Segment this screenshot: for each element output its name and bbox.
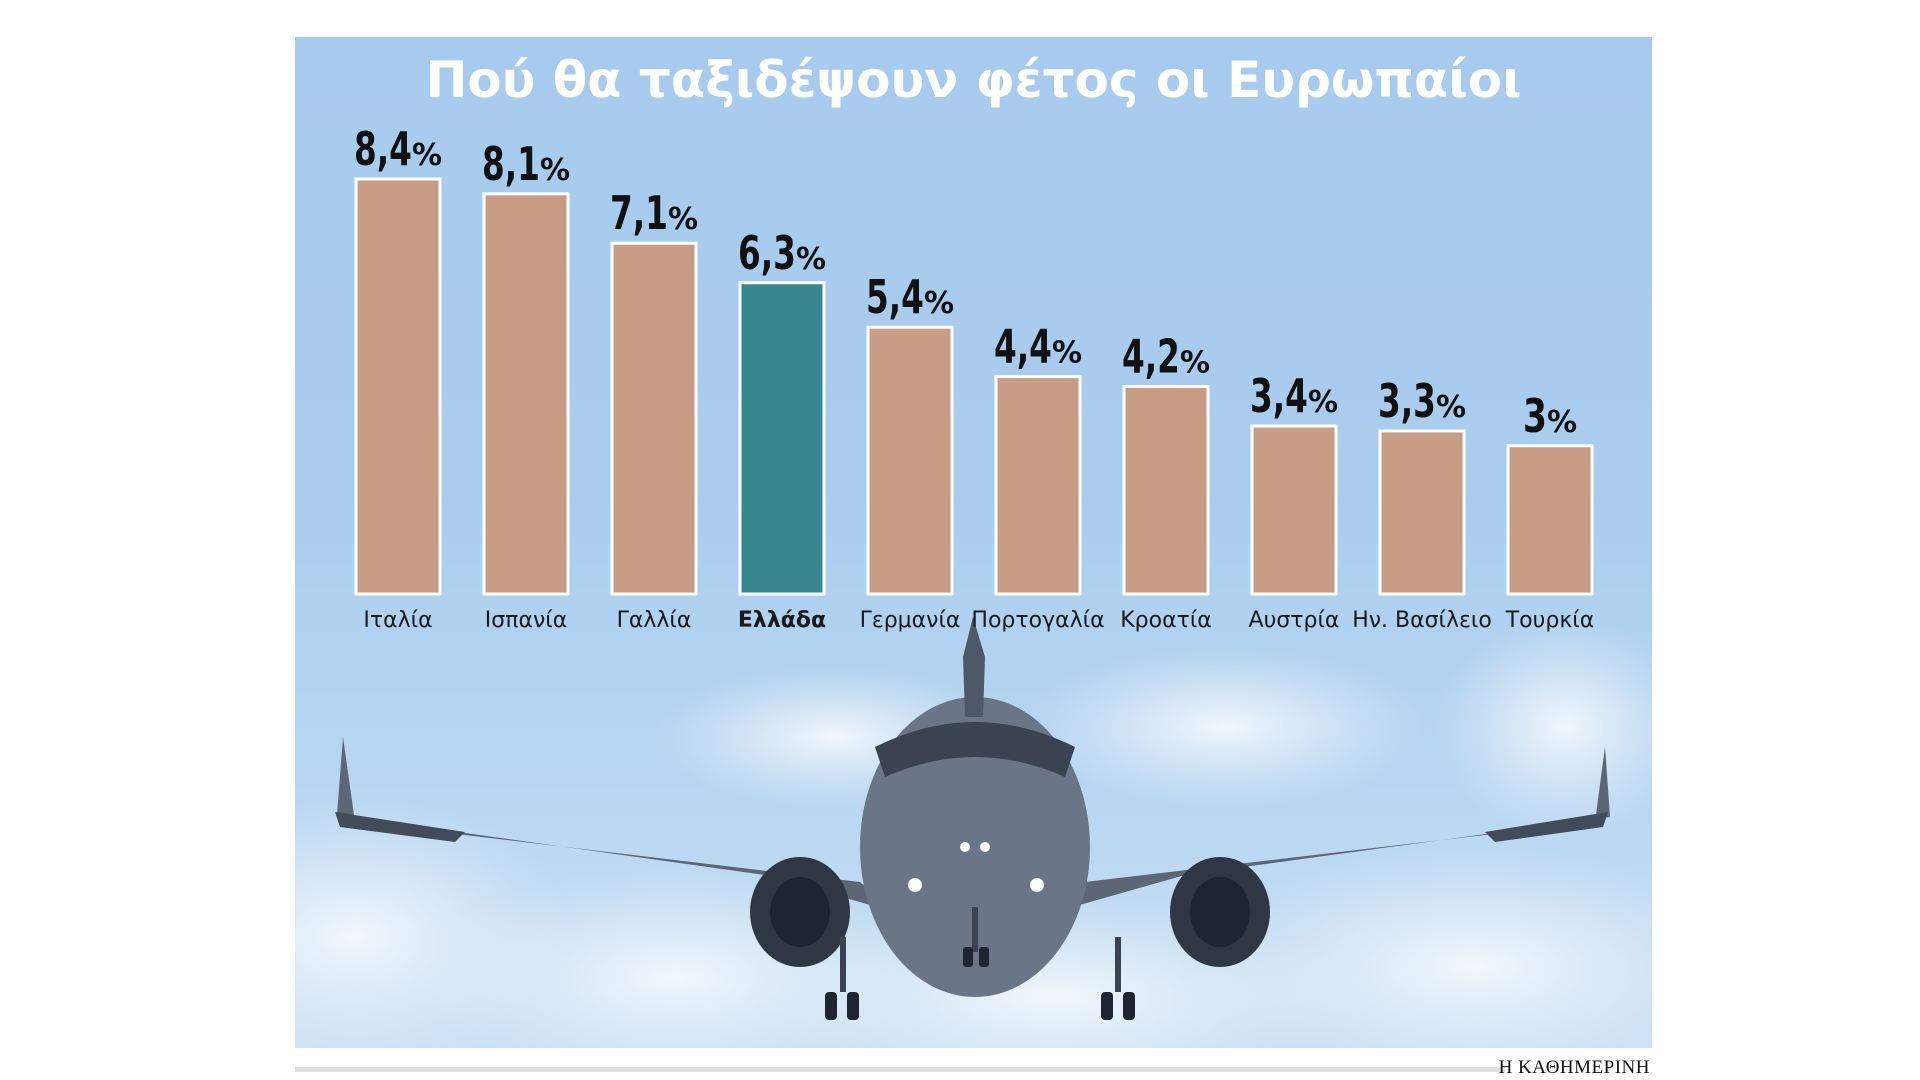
- value-label-9: 3,3%: [1378, 374, 1466, 428]
- chart-title: Πού θα ταξιδέψουν φέτος οι Ευρωπαίοι: [425, 51, 1522, 109]
- value-label-6: 4,4%: [994, 320, 1082, 374]
- value-label-5: 5,4%: [866, 270, 954, 324]
- category-label-5: Γερμανία: [860, 608, 961, 633]
- airplane-illustration: [335, 617, 1610, 1020]
- bar-8: [1250, 424, 1338, 596]
- value-label-3: 7,1%: [610, 186, 698, 240]
- category-label-6: Πορτογαλία: [971, 608, 1104, 633]
- bars-group: 8,4% Ιταλία 8,1% Ισπανία 7,1% Γαλλία 6,3% Ελλάδ…: [354, 122, 1594, 633]
- bar-10: [1506, 444, 1594, 596]
- bar-3: [610, 241, 698, 596]
- value-label-4: 6,3%: [738, 226, 826, 280]
- category-label-10: Τουρκία: [1505, 608, 1595, 633]
- value-label-8: 3,4%: [1250, 369, 1338, 423]
- bar-9: [1378, 429, 1466, 596]
- value-label-10: 3%: [1523, 389, 1577, 443]
- category-label-4: Ελλάδα: [738, 608, 826, 633]
- publisher-credit: Η ΚΑΘΗΜΕΡΙΝΗ: [1498, 1057, 1650, 1078]
- category-label-3: Γαλλία: [617, 608, 692, 633]
- category-label-9: Ην. Βασίλειο: [1352, 608, 1492, 633]
- bar-6: [994, 375, 1082, 596]
- bar-4: [738, 281, 826, 596]
- category-label-2: Ισπανία: [485, 608, 567, 633]
- value-label-2: 8,1%: [482, 137, 570, 191]
- category-label-1: Ιταλία: [363, 608, 432, 633]
- footer-rule: [295, 1067, 1505, 1072]
- chart-panel: 8,4% Ιταλία 8,1% Ισπανία 7,1% Γαλλία 6,3% Ελλάδ…: [295, 37, 1652, 1048]
- bar-2: [482, 192, 570, 596]
- bar-7: [1122, 385, 1210, 596]
- category-label-8: Αυστρία: [1249, 608, 1340, 633]
- value-label-1: 8,4%: [354, 122, 442, 176]
- bar-5: [866, 325, 954, 596]
- chart-svg: 8,4% Ιταλία 8,1% Ισπανία 7,1% Γαλλία 6,3% Ελλάδ…: [295, 122, 1652, 1048]
- category-label-7: Κροατία: [1120, 608, 1212, 633]
- clouds-background: [295, 617, 1652, 1048]
- bar-1: [354, 177, 442, 596]
- value-label-7: 4,2%: [1122, 330, 1210, 384]
